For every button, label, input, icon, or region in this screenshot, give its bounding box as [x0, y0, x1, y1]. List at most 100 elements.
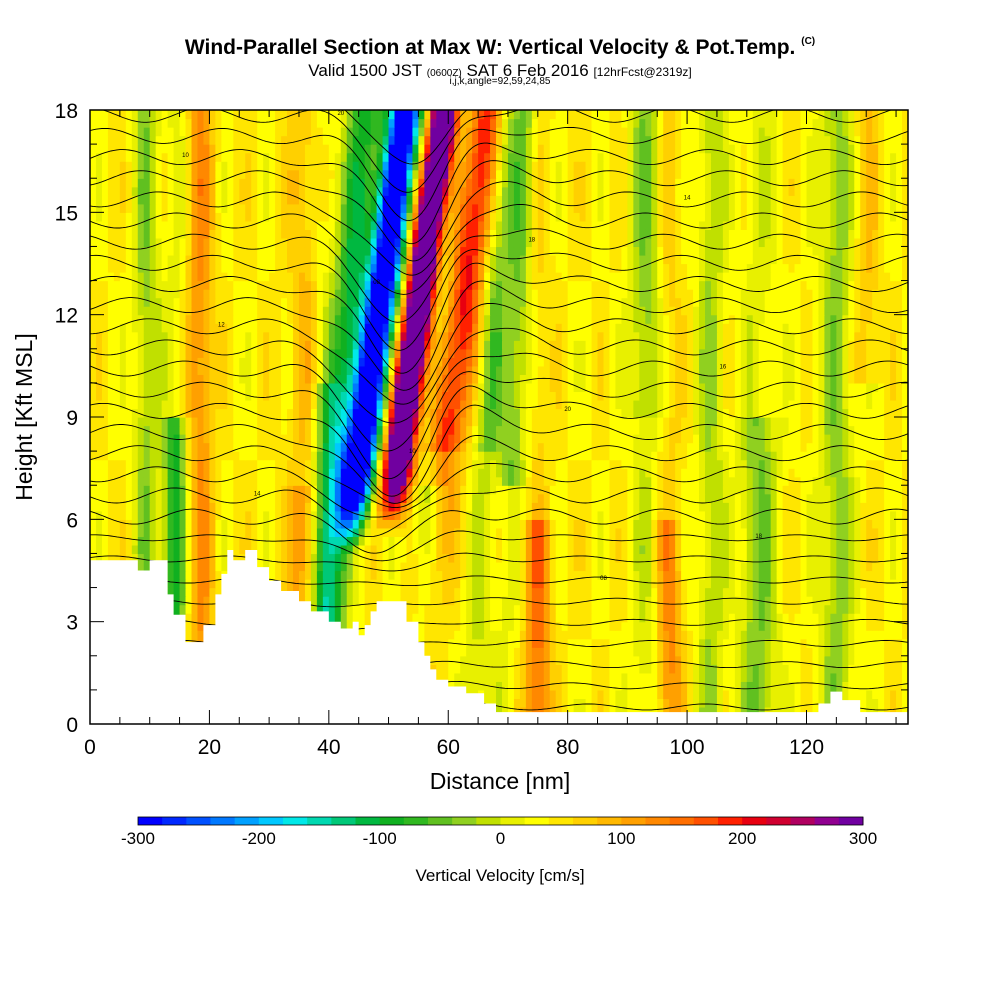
velocity-cell	[143, 434, 151, 444]
velocity-cell	[561, 544, 569, 555]
velocity-cell	[687, 681, 694, 691]
velocity-cell	[352, 502, 360, 512]
velocity-cell	[412, 510, 419, 520]
velocity-cell	[472, 613, 479, 623]
velocity-cell	[95, 493, 103, 503]
velocity-cell	[245, 527, 252, 537]
velocity-cell	[824, 613, 831, 623]
velocity-cell	[400, 587, 408, 597]
velocity-cell	[460, 459, 467, 469]
velocity-cell	[442, 502, 449, 512]
velocity-cell	[101, 417, 109, 427]
velocity-cell	[782, 485, 790, 495]
velocity-cell	[675, 630, 682, 640]
velocity-cell	[824, 630, 831, 640]
velocity-cell	[370, 579, 378, 589]
velocity-cell	[836, 459, 843, 469]
velocity-cell	[304, 459, 312, 469]
velocity-cell	[573, 638, 581, 648]
velocity-cell	[669, 468, 676, 478]
velocity-cell	[436, 459, 443, 469]
velocity-cell	[507, 621, 515, 631]
velocity-cell	[812, 706, 820, 717]
velocity-cell	[125, 476, 133, 486]
velocity-cell	[293, 476, 300, 486]
velocity-cell	[585, 434, 593, 444]
velocity-cell	[113, 408, 121, 418]
velocity-cell	[382, 510, 390, 520]
velocity-cell	[358, 604, 366, 614]
velocity-cell	[478, 417, 485, 427]
velocity-cell	[304, 417, 312, 427]
velocity-cell	[400, 476, 408, 486]
velocity-cell	[567, 579, 575, 589]
velocity-cell	[460, 493, 467, 503]
velocity-cell	[107, 451, 115, 461]
velocity-cell	[675, 442, 682, 452]
velocity-cell	[758, 476, 766, 486]
velocity-cell	[203, 442, 211, 452]
velocity-cell	[555, 519, 563, 529]
velocity-cell	[651, 596, 658, 606]
velocity-cell	[872, 536, 879, 546]
velocity-cell	[155, 493, 163, 503]
velocity-cell	[525, 442, 533, 452]
velocity-cell	[281, 519, 288, 529]
velocity-cell	[143, 485, 151, 495]
velocity-cell	[764, 476, 772, 486]
velocity-cell	[615, 502, 622, 512]
velocity-cell	[466, 544, 473, 555]
velocity-cell	[693, 706, 700, 717]
velocity-cell	[818, 417, 826, 427]
velocity-cell	[818, 527, 826, 537]
velocity-cell	[322, 485, 330, 495]
velocity-cell	[788, 613, 796, 623]
velocity-cell	[173, 493, 181, 503]
velocity-cell	[143, 544, 151, 555]
velocity-cell	[645, 493, 652, 503]
velocity-cell	[752, 638, 760, 648]
velocity-cell	[191, 502, 199, 512]
velocity-cell	[442, 493, 449, 503]
velocity-cell	[496, 519, 503, 529]
velocity-cell	[740, 638, 748, 648]
velocity-cell	[555, 672, 563, 682]
velocity-cell	[788, 536, 796, 546]
velocity-cell	[728, 434, 736, 444]
velocity-cell	[484, 553, 491, 563]
velocity-cell	[358, 485, 366, 495]
velocity-cell	[764, 587, 772, 597]
velocity-cell	[513, 485, 521, 495]
velocity-cell	[806, 570, 814, 580]
velocity-cell	[490, 630, 497, 640]
velocity-cell	[131, 502, 139, 512]
velocity-cell	[358, 613, 366, 623]
velocity-cell	[878, 672, 885, 682]
velocity-cell	[346, 442, 354, 452]
velocity-cell	[693, 451, 700, 461]
velocity-cell	[155, 434, 163, 444]
velocity-cell	[281, 553, 288, 563]
velocity-cell	[710, 510, 718, 520]
velocity-cell	[722, 468, 730, 478]
velocity-cell	[866, 630, 873, 640]
velocity-cell	[782, 579, 790, 589]
velocity-cell	[704, 519, 712, 529]
velocity-cell	[693, 689, 700, 700]
velocity-cell	[890, 510, 897, 520]
velocity-cell	[567, 698, 575, 708]
velocity-cell	[740, 476, 748, 486]
velocity-cell	[430, 468, 437, 478]
velocity-cell	[645, 655, 652, 665]
velocity-cell	[776, 493, 784, 503]
velocity-cell	[597, 587, 605, 597]
velocity-cell	[651, 425, 658, 435]
velocity-cell	[675, 596, 682, 606]
velocity-cell	[101, 510, 109, 520]
velocity-cell	[621, 510, 628, 520]
velocity-cell	[173, 468, 181, 478]
velocity-cell	[436, 527, 443, 537]
velocity-cell	[442, 527, 449, 537]
velocity-cell	[496, 485, 503, 495]
velocity-cell	[788, 502, 796, 512]
